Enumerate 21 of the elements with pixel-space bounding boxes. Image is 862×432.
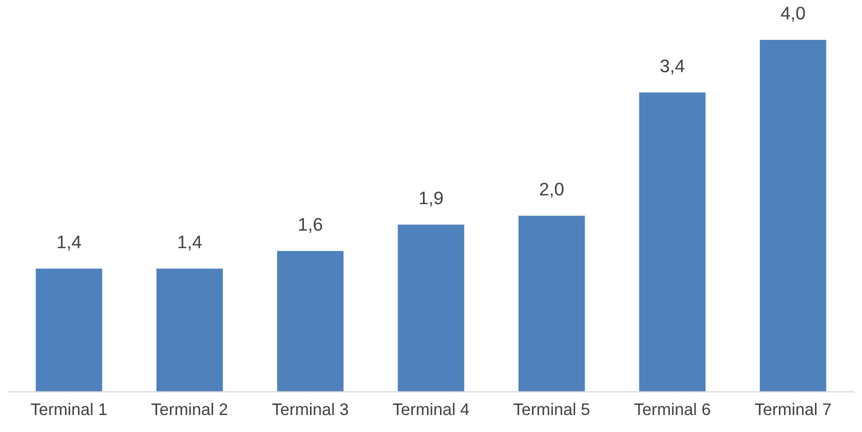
x-tick-label: Terminal 3 <box>272 402 348 416</box>
x-tick-label: Terminal 2 <box>152 402 228 416</box>
data-label: 1,6 <box>299 218 322 233</box>
bar <box>156 268 223 392</box>
bar <box>277 250 344 392</box>
data-label: 1,4 <box>58 236 81 250</box>
x-tick-label: Terminal 1 <box>30 402 107 416</box>
data-label: 1,4 <box>178 236 202 250</box>
bar <box>760 40 826 392</box>
data-label: 4,0 <box>780 6 805 22</box>
bar <box>518 216 585 392</box>
data-label: 1,9 <box>420 192 443 206</box>
bar <box>36 268 102 392</box>
x-tick-label: Terminal 4 <box>392 402 469 416</box>
bar <box>639 92 706 392</box>
data-label: 2,0 <box>540 182 564 198</box>
x-tick-label: Terminal 7 <box>754 402 831 416</box>
bar <box>398 224 464 392</box>
data-label: 3,4 <box>660 60 684 74</box>
x-tick-label: Terminal 5 <box>514 402 590 416</box>
x-tick-label: Terminal 6 <box>634 402 710 416</box>
